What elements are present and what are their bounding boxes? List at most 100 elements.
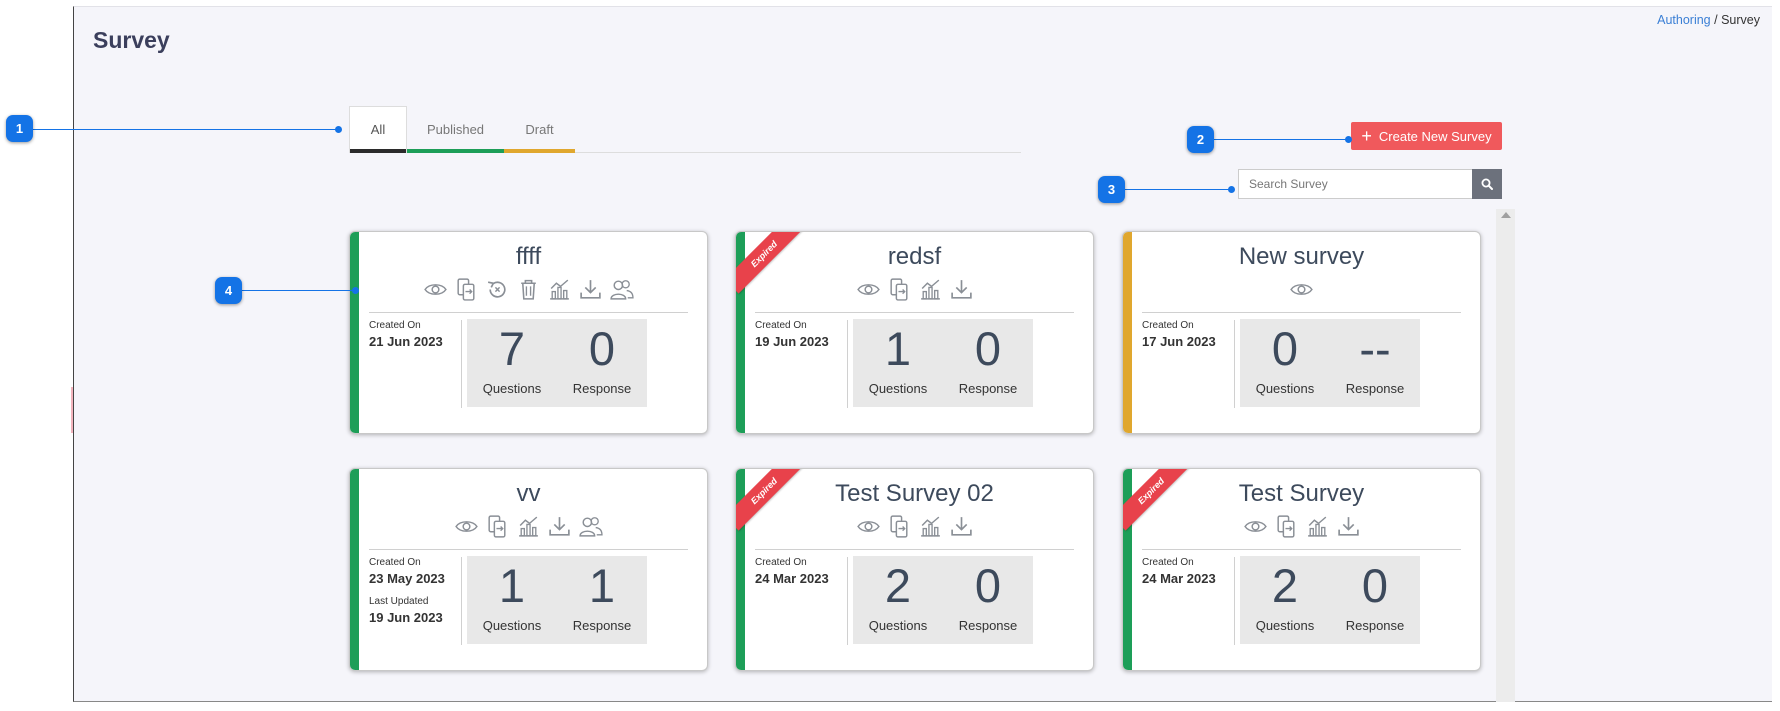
users-icon[interactable] xyxy=(578,514,603,539)
eye-icon[interactable] xyxy=(1289,277,1314,302)
search-button[interactable] xyxy=(1472,169,1502,199)
users-icon[interactable] xyxy=(609,277,634,302)
response-count: 0 xyxy=(1361,559,1389,612)
response-label: Response xyxy=(1345,381,1405,396)
survey-actions xyxy=(350,277,707,302)
questions-stat: 0 Questions xyxy=(1240,319,1330,396)
response-count: 0 xyxy=(974,322,1002,375)
questions-count: 1 xyxy=(498,559,526,612)
callout-line xyxy=(1214,139,1347,140)
analytics-icon[interactable] xyxy=(918,514,943,539)
survey-title[interactable]: redsf xyxy=(887,243,942,270)
search-icon xyxy=(1481,178,1493,190)
survey-card[interactable]: Expired redsf Created On 19 Jun 2023 1 Questi… xyxy=(735,231,1094,434)
tab-published-label: Published xyxy=(426,121,485,137)
status-stripe xyxy=(1123,469,1132,670)
share-icon[interactable] xyxy=(485,514,510,539)
questions-stat: 2 Questions xyxy=(1240,556,1330,633)
status-stripe xyxy=(1123,232,1132,433)
created-on-label: Created On xyxy=(1142,557,1194,568)
create-new-survey-label: Create New Survey xyxy=(1378,128,1492,144)
questions-label: Questions xyxy=(1255,618,1315,633)
survey-title[interactable]: Test Survey 02 xyxy=(835,480,994,507)
eye-icon[interactable] xyxy=(423,277,448,302)
card-divider xyxy=(1142,549,1461,550)
share-icon[interactable] xyxy=(887,514,912,539)
survey-title[interactable]: New survey xyxy=(1238,243,1365,270)
card-vertical-divider xyxy=(1234,320,1235,408)
eye-icon[interactable] xyxy=(856,514,881,539)
survey-dates: Created On 24 Mar 2023 xyxy=(755,557,850,596)
response-count: 0 xyxy=(588,322,616,375)
questions-count: 0 xyxy=(1271,322,1299,375)
scroll-up-arrow-icon[interactable] xyxy=(1501,212,1511,218)
eye-icon[interactable] xyxy=(856,277,881,302)
callout-badge-4: 4 xyxy=(215,277,242,304)
created-on-date: 21 Jun 2023 xyxy=(369,334,443,349)
last-updated-label: Last Updated xyxy=(369,596,429,607)
tab-draft[interactable]: Draft xyxy=(504,106,575,153)
scrollbar[interactable] xyxy=(1496,209,1515,702)
questions-count: 2 xyxy=(1271,559,1299,612)
share-icon[interactable] xyxy=(454,277,479,302)
breadcrumb-current: Survey xyxy=(1721,13,1760,27)
edge-marker xyxy=(71,387,73,433)
response-stat: 1 Response xyxy=(557,556,647,633)
questions-label: Questions xyxy=(482,381,542,396)
survey-dates: Created On 21 Jun 2023 xyxy=(369,320,464,359)
survey-title[interactable]: Test Survey xyxy=(1238,480,1365,507)
download-icon[interactable] xyxy=(1336,514,1361,539)
analytics-icon[interactable] xyxy=(516,514,541,539)
share-icon[interactable] xyxy=(887,277,912,302)
search-input[interactable] xyxy=(1238,169,1472,199)
survey-card[interactable]: Expired Test Survey 02 Created On 24 Mar 20… xyxy=(735,468,1094,671)
survey-tabs: All Published Draft xyxy=(349,106,1021,153)
analytics-icon[interactable] xyxy=(547,277,572,302)
share-icon[interactable] xyxy=(1274,514,1299,539)
response-stat: -- Response xyxy=(1330,319,1420,396)
created-on-date: 17 Jun 2023 xyxy=(1142,334,1216,349)
revert-icon[interactable] xyxy=(485,277,510,302)
download-icon[interactable] xyxy=(578,277,603,302)
tab-all[interactable]: All xyxy=(349,106,407,153)
callout-dot xyxy=(1228,186,1235,193)
tab-published[interactable]: Published xyxy=(407,106,504,153)
survey-card[interactable]: ffff Created On 21 Jun 2023 7 Questions 0 Resp… xyxy=(349,231,708,434)
download-icon[interactable] xyxy=(949,277,974,302)
survey-stats: 7 Questions 0 Response xyxy=(467,319,647,407)
delete-icon[interactable] xyxy=(516,277,541,302)
eye-icon[interactable] xyxy=(454,514,479,539)
analytics-icon[interactable] xyxy=(1305,514,1330,539)
download-icon[interactable] xyxy=(949,514,974,539)
card-vertical-divider xyxy=(461,320,462,408)
search-box xyxy=(1238,169,1502,199)
survey-title[interactable]: ffff xyxy=(515,243,542,270)
breadcrumb-authoring-link[interactable]: Authoring xyxy=(1657,13,1711,27)
survey-card[interactable]: Expired Test Survey Created On 24 Mar 2023 2… xyxy=(1122,468,1481,671)
response-count: 0 xyxy=(974,559,1002,612)
survey-stats: 2 Questions 0 Response xyxy=(1240,556,1420,644)
response-label: Response xyxy=(958,381,1018,396)
callout-line xyxy=(33,129,338,130)
survey-card[interactable]: vv Created On 23 May 2023 Last Updated 19 Ju… xyxy=(349,468,708,671)
card-vertical-divider xyxy=(847,320,848,408)
survey-stats: 1 Questions 1 Response xyxy=(467,556,647,644)
survey-title[interactable]: vv xyxy=(516,480,541,507)
created-on-date: 24 Mar 2023 xyxy=(1142,571,1216,586)
breadcrumb-separator: / xyxy=(1714,13,1718,27)
survey-card[interactable]: New survey Created On 17 Jun 2023 0 Question… xyxy=(1122,231,1481,434)
questions-stat: 1 Questions xyxy=(467,556,557,633)
create-new-survey-button[interactable]: + Create New Survey xyxy=(1351,122,1502,150)
created-on-date: 19 Jun 2023 xyxy=(755,334,829,349)
download-icon[interactable] xyxy=(547,514,572,539)
response-label: Response xyxy=(1345,618,1405,633)
eye-icon[interactable] xyxy=(1243,514,1268,539)
analytics-icon[interactable] xyxy=(918,277,943,302)
questions-stat: 2 Questions xyxy=(853,556,943,633)
questions-label: Questions xyxy=(868,381,928,396)
callout-line xyxy=(1125,189,1230,190)
card-divider xyxy=(369,549,688,550)
callout-badge-1: 1 xyxy=(6,115,33,142)
survey-actions xyxy=(736,277,1093,302)
response-stat: 0 Response xyxy=(943,556,1033,633)
